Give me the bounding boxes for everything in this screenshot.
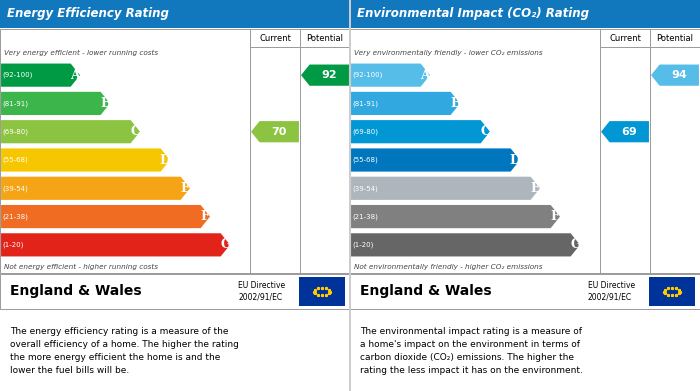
Polygon shape (1, 149, 170, 172)
Polygon shape (351, 149, 520, 172)
Text: England & Wales: England & Wales (10, 285, 142, 298)
Polygon shape (351, 233, 580, 256)
Polygon shape (1, 233, 230, 256)
Bar (0, 0, 350, 28)
Text: (39-54): (39-54) (353, 185, 379, 192)
Text: Not energy efficient - higher running costs: Not energy efficient - higher running co… (4, 264, 158, 270)
Text: 92: 92 (321, 70, 337, 80)
Polygon shape (351, 205, 560, 228)
Text: England & Wales: England & Wales (360, 285, 492, 298)
Text: B: B (100, 97, 111, 110)
Text: Not environmentally friendly - higher CO₂ emissions: Not environmentally friendly - higher CO… (354, 264, 542, 270)
Text: (21-38): (21-38) (3, 213, 29, 220)
Bar (0, 274, 350, 309)
Text: C: C (480, 125, 490, 138)
Text: A: A (421, 69, 430, 82)
Text: (81-91): (81-91) (353, 100, 379, 107)
Text: G: G (570, 239, 580, 251)
Text: Environmental Impact (CO₂) Rating: Environmental Impact (CO₂) Rating (357, 7, 589, 20)
Text: Energy Efficiency Rating: Energy Efficiency Rating (7, 7, 169, 20)
Polygon shape (351, 177, 540, 200)
Text: (55-68): (55-68) (3, 157, 29, 163)
Text: G: G (220, 239, 230, 251)
Polygon shape (301, 65, 349, 86)
Text: (1-20): (1-20) (3, 242, 25, 248)
Text: Very energy efficient - lower running costs: Very energy efficient - lower running co… (4, 50, 158, 56)
Text: (69-80): (69-80) (3, 129, 29, 135)
Bar (350, 0, 700, 28)
Text: F: F (551, 210, 560, 223)
Polygon shape (351, 120, 490, 143)
Polygon shape (651, 65, 699, 86)
Text: (21-38): (21-38) (353, 213, 379, 220)
Text: The energy efficiency rating is a measure of the
overall efficiency of a home. T: The energy efficiency rating is a measur… (10, 327, 239, 375)
Polygon shape (351, 64, 430, 87)
Text: 70: 70 (272, 127, 287, 137)
Text: EU Directive
2002/91/EC: EU Directive 2002/91/EC (588, 281, 635, 302)
Text: E: E (181, 182, 190, 195)
Bar (350, 29, 700, 273)
Text: Current: Current (259, 34, 291, 43)
Text: D: D (510, 154, 521, 167)
Text: The environmental impact rating is a measure of
a home's impact on the environme: The environmental impact rating is a mea… (360, 327, 583, 375)
Text: (92-100): (92-100) (3, 72, 33, 78)
Text: (92-100): (92-100) (353, 72, 383, 78)
Text: (39-54): (39-54) (3, 185, 29, 192)
Text: EU Directive
2002/91/EC: EU Directive 2002/91/EC (238, 281, 285, 302)
Text: 94: 94 (671, 70, 687, 80)
Text: E: E (531, 182, 540, 195)
Polygon shape (1, 120, 140, 143)
Polygon shape (1, 64, 80, 87)
Polygon shape (1, 92, 110, 115)
Text: Potential: Potential (307, 34, 344, 43)
Text: Very environmentally friendly - lower CO₂ emissions: Very environmentally friendly - lower CO… (354, 50, 542, 56)
Text: (69-80): (69-80) (353, 129, 379, 135)
Text: C: C (130, 125, 140, 138)
Bar (300, 277, 344, 306)
Text: 69: 69 (622, 127, 637, 137)
Polygon shape (251, 121, 299, 142)
Text: F: F (201, 210, 210, 223)
Polygon shape (1, 177, 190, 200)
Text: D: D (160, 154, 171, 167)
Text: A: A (71, 69, 80, 82)
Polygon shape (601, 121, 649, 142)
Text: (55-68): (55-68) (353, 157, 379, 163)
Text: (1-20): (1-20) (353, 242, 375, 248)
Polygon shape (351, 92, 460, 115)
Text: Potential: Potential (657, 34, 694, 43)
Bar (350, 274, 700, 309)
Bar (650, 277, 694, 306)
Bar (0, 29, 350, 273)
Text: (81-91): (81-91) (3, 100, 29, 107)
Polygon shape (1, 205, 210, 228)
Text: Current: Current (609, 34, 641, 43)
Text: B: B (450, 97, 461, 110)
